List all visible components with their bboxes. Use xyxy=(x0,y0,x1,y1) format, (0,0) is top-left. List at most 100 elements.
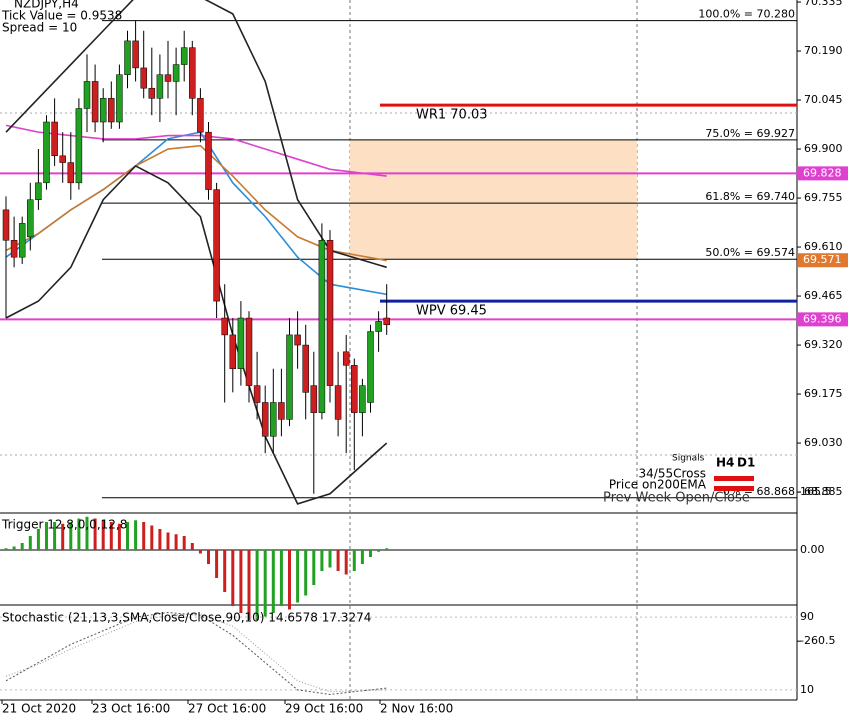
x-tick-label: 23 Oct 16:00 xyxy=(92,702,170,716)
candle-body xyxy=(99,98,107,123)
candle-body xyxy=(132,40,139,69)
candle-body xyxy=(18,223,26,258)
spread: Spread = 10 xyxy=(2,21,77,35)
trigger-title: Trigger 12,8,0,0,12,8 xyxy=(1,518,127,532)
fib-label: 50.0% = 69.574 xyxy=(705,246,795,259)
y-tick-label: 69.175 xyxy=(804,387,843,400)
candle-body xyxy=(383,317,390,326)
candle-body xyxy=(51,121,58,157)
signal-row: 34/55Cross xyxy=(639,467,706,481)
candle-body xyxy=(310,385,318,413)
candle-body xyxy=(164,74,172,82)
candle-body xyxy=(326,240,334,386)
candle-body xyxy=(221,317,228,336)
candle-body xyxy=(359,385,366,413)
y-tick-label: 69.030 xyxy=(804,436,843,449)
y-tick-label: 68.885 xyxy=(804,485,843,498)
price-box-label: 69.571 xyxy=(803,253,842,266)
candle-body xyxy=(156,74,164,99)
indicator-line xyxy=(5,164,388,505)
price-box xyxy=(798,312,848,327)
candle-body xyxy=(270,402,277,437)
fib-label: 61.8% = 69.740 xyxy=(705,190,795,203)
signals-d1: D1 xyxy=(737,456,755,470)
candle-body xyxy=(83,81,91,109)
pivot-label: WPV 69.45 xyxy=(416,304,487,319)
price-box-label: 69.396 xyxy=(803,312,842,325)
indicator-line xyxy=(5,144,387,262)
signal-row: Price on200EMA xyxy=(609,478,707,492)
price-box-label: 69.828 xyxy=(803,166,842,179)
candle-body xyxy=(213,189,220,302)
indicator-line xyxy=(5,0,387,269)
candle-body xyxy=(116,74,123,123)
candle-body xyxy=(27,199,34,238)
tick-value: Tick Value = 0.9538 xyxy=(1,9,122,23)
candle-body xyxy=(189,47,196,99)
signal-flag xyxy=(714,486,754,491)
candle-body xyxy=(108,98,115,123)
candle-body xyxy=(245,317,253,386)
candle-body xyxy=(261,402,269,437)
x-tick-label: 21 Oct 2020 xyxy=(2,702,76,716)
indicator-line xyxy=(5,613,387,693)
candle-body xyxy=(229,334,237,369)
fib-zone xyxy=(350,139,637,260)
candle-body xyxy=(35,182,42,200)
y-tick-label: 70.045 xyxy=(804,93,843,106)
x-tick-label: 29 Oct 16:00 xyxy=(285,702,363,716)
candle-body xyxy=(351,365,358,413)
candle-body xyxy=(294,334,301,346)
y-tick-label: 69.320 xyxy=(804,338,843,351)
y-tick-label: 70.335 xyxy=(804,0,843,8)
candle-body xyxy=(67,162,75,184)
y-tick-label: 0.00 xyxy=(800,543,825,556)
stochastic-title: Stochastic (21,13,3,SMA,Close/Close,90,1… xyxy=(2,611,371,625)
candle-body xyxy=(278,402,285,420)
candle-body xyxy=(180,47,188,65)
candle-body xyxy=(334,385,342,420)
candle-body xyxy=(172,64,180,82)
symbol: NZDJPY,H4 xyxy=(14,0,79,11)
y-tick-label: 165.5 xyxy=(800,485,832,498)
signals-title: Signals xyxy=(672,454,705,464)
candle-body xyxy=(318,240,326,413)
candle-body xyxy=(124,40,131,75)
candle-body xyxy=(197,98,204,133)
fib-label: 100.0% = 70.280 xyxy=(698,8,795,21)
y-tick-label: -260.5 xyxy=(800,634,835,647)
x-tick-label: 27 Oct 16:00 xyxy=(188,702,266,716)
candle-body xyxy=(253,385,261,403)
indicator-line xyxy=(5,612,387,695)
y-tick-label: 90 xyxy=(800,610,814,623)
signals-h4: H4 xyxy=(716,456,734,470)
candle-body xyxy=(302,344,309,393)
y-tick-label: 69.610 xyxy=(804,240,843,253)
candle-body xyxy=(342,351,350,366)
candle-body xyxy=(367,331,374,403)
candle-body xyxy=(59,155,66,163)
candle-body xyxy=(237,317,245,369)
y-tick-label: 70.190 xyxy=(804,44,843,57)
candle-body xyxy=(140,67,147,89)
prev-week: Prev Week Open/Close xyxy=(603,491,750,506)
candle-body xyxy=(286,334,293,420)
price-box xyxy=(798,166,848,181)
candle-body xyxy=(375,321,382,332)
y-tick-label: 69.465 xyxy=(804,289,843,302)
pivot-label: WR1 70.03 xyxy=(416,108,488,123)
candle-body xyxy=(91,81,99,123)
y-tick-label: 69.900 xyxy=(804,142,843,155)
signal-flag xyxy=(714,476,754,481)
y-tick-label: 10 xyxy=(800,683,814,696)
x-tick-label: 2 Nov 16:00 xyxy=(380,702,453,716)
candle-body xyxy=(148,87,156,99)
fib-label: 75.0% = 69.927 xyxy=(705,127,795,140)
candle-body xyxy=(10,240,18,258)
candle-body xyxy=(43,121,50,184)
indicator-line xyxy=(5,124,387,177)
candle-body xyxy=(75,108,83,184)
